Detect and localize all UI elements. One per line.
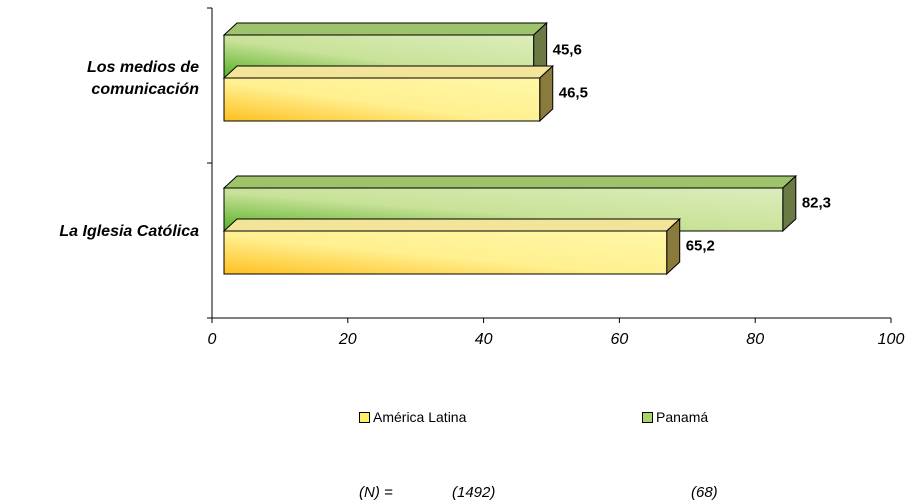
legend-label-panama: Panamá bbox=[656, 409, 709, 425]
data-label-panama: 82,3 bbox=[802, 195, 831, 212]
bar-chart: 0 20 40 60 80 100 Los medios de comunicación La … bbox=[59, 7, 905, 348]
x-tick-label: 0 bbox=[208, 331, 217, 348]
legend: América Latina Panamá bbox=[0, 409, 913, 429]
data-label-america-latina: 65,2 bbox=[686, 238, 715, 255]
category-label: La Iglesia Católica bbox=[59, 223, 199, 240]
legend-swatch-panama bbox=[642, 411, 653, 423]
x-tick-label: 60 bbox=[611, 331, 629, 348]
data-label-panama: 45,6 bbox=[553, 42, 582, 59]
category-label: Los medios de bbox=[87, 59, 199, 76]
sample-size-america-latina: (1492) bbox=[452, 484, 496, 501]
sample-size-row: (N) = (1492) (68) bbox=[0, 484, 913, 504]
data-label-america-latina: 46,5 bbox=[559, 85, 588, 102]
bar-top-america-latina bbox=[222, 65, 555, 79]
category-label: comunicación bbox=[91, 81, 199, 98]
legend-item-america-latina: América Latina bbox=[359, 409, 466, 425]
x-tick-label: 20 bbox=[338, 331, 357, 348]
legend-swatch-america-latina bbox=[359, 411, 370, 423]
x-tick-label: 80 bbox=[746, 331, 764, 348]
legend-label-america-latina: América Latina bbox=[373, 409, 467, 425]
legend-item-panama: Panamá bbox=[642, 409, 708, 425]
sample-size-panama: (68) bbox=[691, 484, 718, 501]
bar-america-latina bbox=[223, 77, 541, 122]
x-tick-label: 100 bbox=[878, 331, 905, 348]
bar-top-america-latina bbox=[222, 218, 681, 232]
sample-size-label: (N) = bbox=[359, 484, 393, 501]
x-tick-label: 40 bbox=[475, 331, 493, 348]
bar-top-panama bbox=[222, 175, 798, 189]
bar-top-panama bbox=[222, 22, 548, 36]
bar-america-latina bbox=[223, 230, 668, 275]
